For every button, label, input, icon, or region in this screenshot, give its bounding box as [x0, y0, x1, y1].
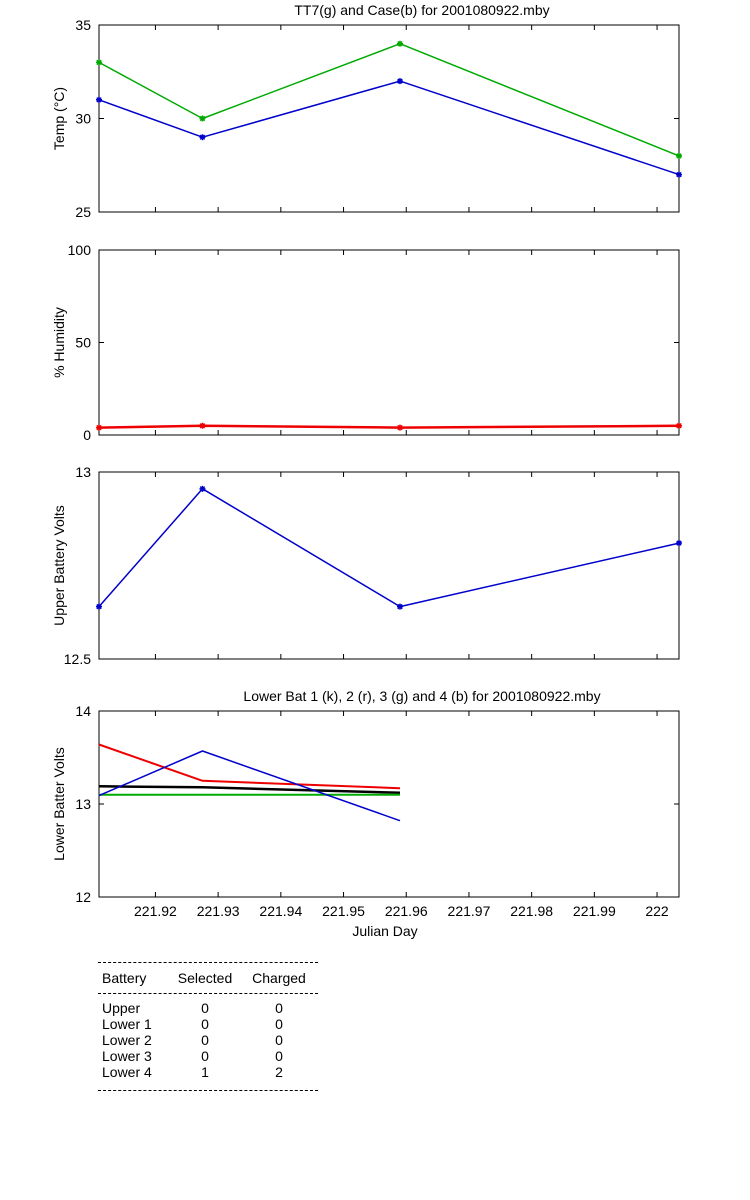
row-charged: 0: [275, 1032, 283, 1048]
header-selected: Selected: [177, 970, 233, 986]
y-tick-label: 13: [75, 796, 91, 812]
data-point: [676, 422, 682, 429]
table-row: Upper 0 0: [98, 1000, 318, 1016]
header-charged: Charged: [252, 970, 306, 986]
data-point: [96, 424, 102, 431]
x-tick-label: 221.96: [385, 903, 428, 919]
y-axis-label: Upper Battery Volts: [51, 505, 67, 626]
data-point: [96, 603, 102, 610]
data-point: [199, 422, 206, 429]
x-tick-label: 221.99: [573, 903, 616, 919]
plot-frame: [98, 24, 680, 213]
table-bottom-rule: [98, 1090, 318, 1091]
data-point: [396, 78, 403, 85]
series-line: [98, 488, 680, 608]
row-charged: 0: [275, 1016, 283, 1032]
data-point: [396, 40, 403, 47]
data-point: [199, 134, 206, 141]
row-battery: Lower 3: [102, 1048, 152, 1064]
data-point: [96, 59, 102, 66]
row-selected: 0: [201, 1000, 209, 1016]
y-axis-label: Temp (°C): [51, 87, 67, 150]
table-header-rule: [98, 993, 318, 994]
table-body: Upper 0 0 Lower 1 0 0 Lower 2 0 0 Lower …: [98, 994, 318, 1090]
table-row: Lower 1 0 0: [98, 1016, 318, 1032]
y-axis-label: % Humidity: [51, 307, 67, 378]
row-battery: Upper: [102, 1000, 141, 1016]
row-battery: Lower 4: [102, 1064, 152, 1080]
plot-frame: [98, 710, 680, 898]
row-charged: 2: [275, 1064, 283, 1080]
row-selected: 0: [201, 1048, 209, 1064]
y-tick-label: 12: [75, 889, 91, 905]
y-tick-label: 13: [75, 464, 91, 480]
x-tick-label: 221.95: [322, 903, 365, 919]
chart-title: TT7(g) and Case(b) for 2001080922.mby: [294, 2, 549, 18]
x-tick-label: 221.94: [259, 903, 302, 919]
data-point: [199, 485, 206, 492]
table-top-rule: [98, 962, 318, 963]
table-row: Lower 3 0 0: [98, 1048, 318, 1064]
x-tick-label: 221.98: [510, 903, 553, 919]
series-line: [98, 743, 401, 790]
series-line: [98, 424, 680, 429]
y-tick-label: 100: [68, 242, 92, 258]
series-line: [98, 750, 401, 822]
plot-frame: [98, 471, 680, 660]
x-tick-label: 222: [645, 903, 669, 919]
chart-title: Lower Bat 1 (k), 2 (r), 3 (g) and 4 (b) …: [243, 688, 600, 704]
x-tick-label: 221.97: [448, 903, 491, 919]
table-row: Lower 2 0 0: [98, 1032, 318, 1048]
row-selected: 1: [201, 1064, 209, 1080]
data-point: [676, 540, 682, 547]
x-axis-label: Julian Day: [352, 923, 417, 939]
table-header: Battery Selected Charged: [98, 963, 318, 993]
series-line: [98, 785, 401, 795]
y-tick-label: 14: [75, 703, 91, 719]
y-tick-label: 35: [75, 17, 91, 33]
y-axis-label: Lower Batter Volts: [51, 747, 67, 861]
battery-status-table: Battery Selected Charged Upper 0 0 Lower…: [98, 962, 318, 1091]
series-line: [98, 42, 680, 157]
row-selected: 0: [201, 1016, 209, 1032]
data-point: [96, 96, 102, 103]
data-point: [396, 424, 403, 431]
data-point: [396, 603, 403, 610]
x-tick-label: 221.93: [197, 903, 240, 919]
y-tick-label: 0: [83, 427, 91, 443]
data-point: [676, 152, 682, 159]
x-tick-label: 221.92: [134, 903, 177, 919]
table-row: Lower 4 1 2: [98, 1064, 318, 1080]
row-battery: Lower 2: [102, 1032, 152, 1048]
header-battery: Battery: [102, 970, 147, 986]
row-battery: Lower 1: [102, 1016, 152, 1032]
data-point: [199, 115, 206, 122]
series-line: [98, 80, 680, 176]
row-charged: 0: [275, 1048, 283, 1064]
y-tick-label: 25: [75, 204, 91, 220]
y-tick-label: 50: [75, 335, 91, 351]
chart-area: 25 30 35 Temp (°C) TT7(g) and Case(b) for 20…: [51, 2, 682, 939]
data-point: [676, 171, 682, 178]
row-charged: 0: [275, 1000, 283, 1016]
y-tick-label: 12.5: [64, 651, 91, 667]
plot-frame: [98, 249, 680, 436]
row-selected: 0: [201, 1032, 209, 1048]
y-tick-label: 30: [75, 111, 91, 127]
